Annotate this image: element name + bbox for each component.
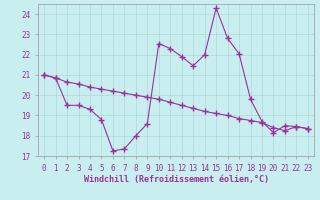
X-axis label: Windchill (Refroidissement éolien,°C): Windchill (Refroidissement éolien,°C)	[84, 175, 268, 184]
